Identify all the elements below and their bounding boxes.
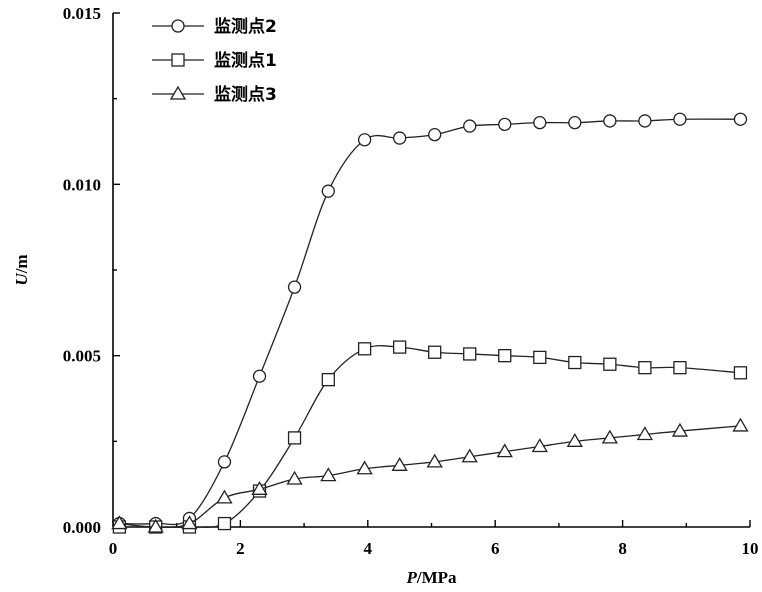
data-point-triangle xyxy=(601,429,618,444)
data-point-circle xyxy=(217,455,232,469)
data-point-triangle xyxy=(181,515,198,530)
data-point-square xyxy=(217,516,232,531)
y-tick-label: 0.010 xyxy=(63,175,101,194)
data-point-triangle xyxy=(391,457,408,471)
data-point-circle xyxy=(321,184,335,198)
legend-marker-square xyxy=(171,53,185,67)
data-point-square xyxy=(603,357,617,371)
plot-area xyxy=(111,112,749,534)
data-point-circle xyxy=(498,117,512,132)
legend-item: 监测点2 xyxy=(152,16,277,37)
x-axis-title: P/MPa xyxy=(405,568,457,587)
data-point-square xyxy=(321,373,335,387)
y-axis-variable: U xyxy=(12,273,31,286)
data-point-triangle xyxy=(147,518,164,533)
data-point-square xyxy=(498,349,512,363)
data-point-circle xyxy=(252,369,267,383)
data-point-circle xyxy=(603,114,617,128)
x-tick-label: 4 xyxy=(364,539,373,558)
data-point-square xyxy=(733,366,748,380)
data-point-triangle xyxy=(320,467,337,482)
y-tick-label: 0.005 xyxy=(63,347,101,366)
data-point-square xyxy=(533,350,547,365)
data-point-circle xyxy=(733,112,748,126)
series-triangle xyxy=(111,417,749,533)
data-point-circle xyxy=(357,133,372,147)
legend-item: 监测点3 xyxy=(152,84,277,105)
legend-item: 监测点1 xyxy=(152,50,277,71)
data-point-triangle xyxy=(496,443,513,458)
x-tick-label: 2 xyxy=(236,539,245,558)
series-line-triangle xyxy=(119,425,741,528)
y-axis-unit: /m xyxy=(12,254,31,274)
data-point-square xyxy=(428,345,442,359)
x-tick-label: 8 xyxy=(618,539,627,558)
legend-label: 监测点3 xyxy=(214,84,277,105)
data-point-square xyxy=(673,361,687,375)
series-square xyxy=(112,340,748,534)
data-point-square xyxy=(287,431,302,445)
y-axis-title: U/m xyxy=(12,254,31,285)
legend-label: 监测点1 xyxy=(214,50,277,71)
data-point-circle xyxy=(638,114,652,128)
data-point-triangle xyxy=(671,422,689,437)
data-point-triangle xyxy=(636,426,654,441)
data-point-triangle xyxy=(356,460,373,475)
legend-label: 监测点2 xyxy=(214,16,277,37)
data-point-triangle xyxy=(531,438,548,453)
data-point-triangle xyxy=(426,453,443,468)
data-point-circle xyxy=(673,112,687,126)
legend-marker-circle xyxy=(171,19,185,33)
data-point-triangle xyxy=(732,417,749,432)
data-point-triangle xyxy=(461,448,478,463)
axes: 0 2 4 6 8 10 0.000 0.005 0.010 0.015 P/MPa U/m xyxy=(12,4,759,587)
data-point-circle xyxy=(533,116,547,130)
x-tick-label: 0 xyxy=(109,539,118,558)
x-axis-unit: /MPa xyxy=(416,568,457,587)
data-point-square xyxy=(638,361,652,375)
data-point-square xyxy=(463,347,477,361)
data-point-triangle xyxy=(216,489,233,504)
data-point-circle xyxy=(392,131,407,145)
data-point-circle xyxy=(287,280,302,294)
x-tick-label: 6 xyxy=(491,539,500,558)
data-point-circle xyxy=(428,127,442,142)
data-point-triangle xyxy=(566,433,583,447)
data-point-circle xyxy=(568,116,582,130)
data-point-triangle xyxy=(111,515,128,530)
y-tick-label: 0.000 xyxy=(63,518,101,537)
y-tick-label: 0.015 xyxy=(63,4,101,23)
legend: 监测点2 监测点1 监测点3 xyxy=(152,16,277,105)
legend-marker-triangle xyxy=(169,85,187,100)
data-point-circle xyxy=(463,119,477,133)
data-point-triangle xyxy=(286,470,303,485)
x-tick-label: 10 xyxy=(742,539,759,558)
data-point-square xyxy=(568,355,582,370)
x-axis-variable: P xyxy=(405,568,417,587)
data-point-triangle xyxy=(251,481,268,495)
data-point-square xyxy=(392,340,407,354)
data-point-square xyxy=(357,342,372,356)
